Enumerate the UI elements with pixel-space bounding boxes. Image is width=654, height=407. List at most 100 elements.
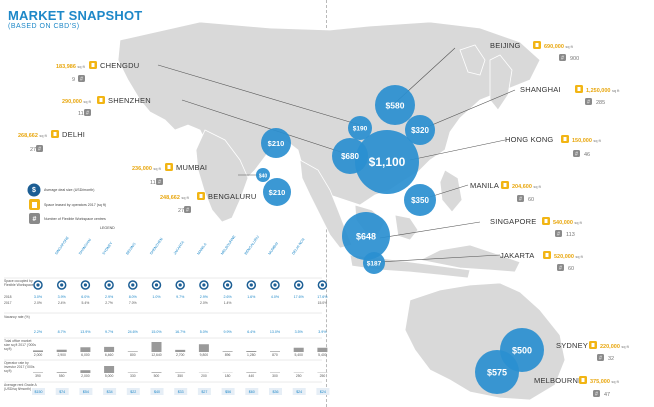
cell-2017: 2.7% xyxy=(105,301,113,305)
bubble-mumbai-label: $40 xyxy=(259,173,268,179)
city-shenzhen-sqft: 290,000 sq ft xyxy=(62,99,92,105)
city-sydney: SYDNEY 220,000 sq ft # 32 xyxy=(556,341,630,362)
city-name: MANILA xyxy=(470,181,499,190)
bubble-chengdu-label: $190 xyxy=(353,126,368,133)
city-chengdu-centres: 9 xyxy=(72,77,75,83)
cell-vacancy: 13.9% xyxy=(80,330,91,334)
cell-2018: 2.9% xyxy=(200,295,209,299)
office-size-bar xyxy=(127,351,138,352)
table-column-header: MUMBAI xyxy=(268,242,280,256)
cell-2017: 7.0% xyxy=(129,301,137,305)
market-data-table: SINGAPORE SHANGHAI SYDNEY BEIJING SHENZHEN JA… xyxy=(4,234,330,395)
table-column-header: BENGALURU xyxy=(244,235,260,256)
cell-vacancy: 9.9% xyxy=(223,330,232,334)
bubble-melbourne xyxy=(475,350,519,394)
svg-text:2017: 2017 xyxy=(4,301,12,305)
city-shenzhen-name: SHENZHEN xyxy=(108,96,151,105)
cell-2018: 17.6% xyxy=(317,295,328,299)
bubble-bengaluru-label: $210 xyxy=(269,188,286,197)
bubble-singapore xyxy=(342,212,390,260)
bubble-chengdu xyxy=(348,116,372,140)
cell-rent: $22 xyxy=(130,390,136,394)
asia-landmass xyxy=(117,21,541,279)
city-centres: 32 xyxy=(608,356,614,362)
bubble-melbourne-label: $575 xyxy=(487,367,507,377)
hash-icon xyxy=(557,264,564,271)
bubble-jakarta xyxy=(363,252,385,274)
hash-icon xyxy=(156,178,163,185)
cell-vacancy: 8.7% xyxy=(58,330,67,334)
table-column-header: MANILA xyxy=(196,242,207,256)
svg-text:#: # xyxy=(557,232,560,238)
cell-office-size: 5,400 xyxy=(318,353,327,357)
city-centres: 113 xyxy=(566,232,575,238)
cell-operator-rate: 250 xyxy=(296,374,302,378)
legend-space-text: Space leased by operators 2017 (sq ft) xyxy=(44,203,106,207)
table-column-header: BEIJING xyxy=(125,242,136,256)
cell-operator-rate: 2,000 xyxy=(81,374,90,378)
city-sqft: 540,000 sq ft xyxy=(553,220,583,226)
city-mumbai-centres: 11 xyxy=(150,180,156,186)
cell-vacancy: 2.2% xyxy=(34,330,43,334)
operator-rate-bar xyxy=(80,370,91,373)
cell-2017: 2.0% xyxy=(34,301,42,305)
cell-office-size: 5,400 xyxy=(294,353,303,357)
cell-office-size: 800 xyxy=(130,353,136,357)
office-size-bar xyxy=(175,349,186,352)
hash-icon xyxy=(84,109,91,116)
cell-operator-rate: 550 xyxy=(59,374,65,378)
bubble-shenzhen-label: $680 xyxy=(341,152,359,161)
cell-2017: 5.4% xyxy=(82,301,90,305)
page-title: MARKET SNAPSHOT xyxy=(8,8,143,23)
city-delhi-name: DELHI xyxy=(62,130,85,139)
cell-vacancy: 16.7% xyxy=(175,330,186,334)
city-centres: 900 xyxy=(570,56,579,62)
bubble-manila-label: $350 xyxy=(411,196,429,205)
hash-icon xyxy=(573,150,580,157)
cell-vacancy: 24.6% xyxy=(128,330,139,334)
office-size-bar xyxy=(246,350,257,352)
hash-icon xyxy=(36,145,43,152)
rent-cell xyxy=(221,388,235,395)
deal-bubbles: $1,100 $580 $320 $190 $680 $350 $648 $18… xyxy=(256,85,544,394)
hash-icon xyxy=(597,354,604,361)
asia-city-labels: BEIJING 690,000 sq ft # 900 SHANGHAI 1,250,00… xyxy=(470,41,630,398)
city-name: MELBOURNE xyxy=(534,376,583,385)
city-hong-kong: HONG KONG 150,000 sq ft # 46 xyxy=(505,135,602,158)
legend-centres-text: Number of Flexible Workspace centres xyxy=(44,217,106,221)
cell-office-size: 12,640 xyxy=(151,353,161,357)
cell-operator-rate: 300 xyxy=(272,374,278,378)
cell-2017: 1.4% xyxy=(224,301,232,305)
cell-office-size: 2,700 xyxy=(176,353,185,357)
cell-2018: 9.7% xyxy=(176,295,185,299)
cell-operator-rate: 250 xyxy=(320,374,326,378)
city-name: BEIJING xyxy=(490,41,521,50)
office-size-bar xyxy=(198,344,209,352)
svg-text:#: # xyxy=(595,392,598,398)
cell-2018: 6.0% xyxy=(81,295,90,299)
city-sqft: 204,600 sq ft xyxy=(512,184,542,190)
bubble-sydney-label: $500 xyxy=(512,345,532,355)
city-mumbai-name: MUMBAI xyxy=(176,163,207,172)
office-size-bar xyxy=(222,351,233,352)
cell-rent: $150 xyxy=(35,390,43,394)
operator-rate-bar xyxy=(151,372,162,373)
city-name: SYDNEY xyxy=(556,341,588,350)
svg-text:#: # xyxy=(86,111,89,117)
cell-rent: $60 xyxy=(249,390,255,394)
svg-text:#: # xyxy=(575,152,578,158)
city-centres: 60 xyxy=(568,266,574,272)
cell-office-size: 6,000 xyxy=(81,353,90,357)
city-chengdu-sqft: 183,986 sq ft xyxy=(56,64,86,70)
hash-icon xyxy=(184,206,191,213)
svg-text:2018: 2018 xyxy=(4,295,12,299)
bubble-shanghai-label: $320 xyxy=(411,126,429,135)
cell-2018: 1.6% xyxy=(247,295,256,299)
rent-cell xyxy=(174,388,188,395)
cell-rent: $33 xyxy=(178,390,184,394)
rent-cell xyxy=(103,388,117,395)
city-centres: 46 xyxy=(584,152,590,158)
svg-text:#: # xyxy=(80,77,83,83)
cell-office-size: 1,280 xyxy=(247,353,256,357)
cell-2018: 1.0% xyxy=(152,295,161,299)
